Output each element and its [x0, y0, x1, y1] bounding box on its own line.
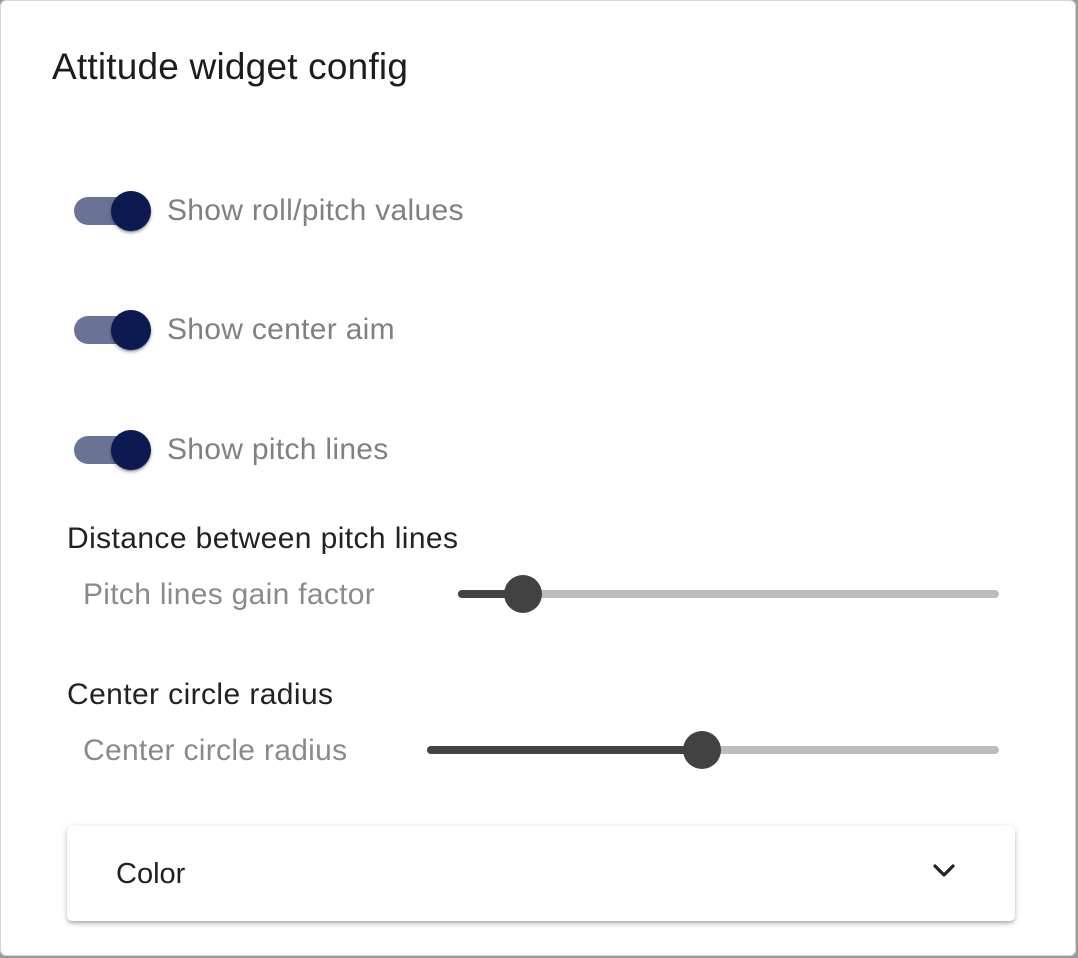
slider-thumb[interactable]: [503, 575, 542, 613]
toggle-label[interactable]: Show pitch lines: [167, 433, 389, 466]
slider-thumb[interactable]: [682, 731, 721, 769]
pitch-lines-gain-label: Pitch lines gain factor: [83, 578, 376, 611]
chevron-down-icon[interactable]: [929, 856, 959, 886]
color-panel-label[interactable]: Color: [116, 858, 186, 890]
switch-thumb[interactable]: [111, 191, 151, 231]
slider-track-active: [458, 590, 523, 598]
switch[interactable]: [74, 306, 152, 354]
center-circle-radius-label: Center circle radius: [83, 734, 348, 767]
center-circle-radius-slider[interactable]: [427, 730, 999, 770]
toggle-show-center-aim[interactable]: Show center aim: [74, 306, 395, 354]
center-circle-radius-heading: Center circle radius: [67, 678, 334, 711]
toggle-show-pitch-lines[interactable]: Show pitch lines: [74, 426, 389, 474]
switch-thumb[interactable]: [111, 310, 151, 350]
toggle-label[interactable]: Show center aim: [167, 313, 395, 346]
toggle-show-roll-pitch-values[interactable]: Show roll/pitch values: [74, 187, 464, 235]
pitch-lines-distance-heading: Distance between pitch lines: [67, 522, 459, 555]
slider-rail[interactable]: [458, 590, 999, 598]
switch-thumb[interactable]: [111, 430, 151, 470]
switch[interactable]: [74, 426, 152, 474]
pitch-lines-gain-slider[interactable]: [458, 574, 999, 614]
switch[interactable]: [74, 187, 152, 235]
toggle-label[interactable]: Show roll/pitch values: [167, 194, 464, 227]
dialog-title: Attitude widget config: [52, 46, 409, 87]
slider-track-active: [427, 746, 702, 754]
color-expansion-panel[interactable]: Color: [67, 826, 1015, 921]
